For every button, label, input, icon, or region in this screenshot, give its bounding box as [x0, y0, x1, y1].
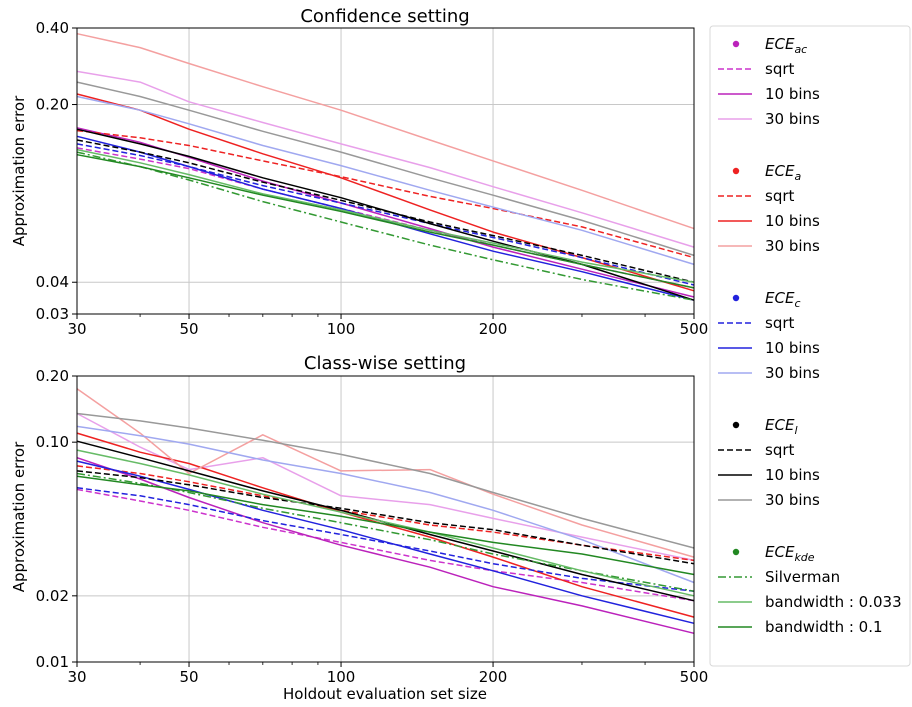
legend-item-label: sqrt: [765, 314, 795, 332]
series-line: [76, 153, 695, 289]
classwise-panel-ylabel: Approximation error: [10, 441, 28, 592]
x-tick-label: 200: [479, 320, 508, 338]
confidence-setting-panel: Confidence setting Approximation error 3…: [10, 6, 708, 338]
series-line: [76, 139, 695, 283]
x-tick-label: 50: [179, 668, 198, 686]
legend-item-label: Silverman: [765, 568, 840, 586]
series-line: [76, 135, 695, 301]
x-tick-label: 500: [680, 668, 709, 686]
y-tick-label: 0.40: [36, 19, 69, 37]
confidence-panel-title: Confidence setting: [300, 6, 469, 27]
x-tick-label: 200: [479, 668, 508, 686]
series-line: [76, 460, 695, 625]
legend-group-header: ECEc: [765, 289, 801, 310]
x-tick-label: 100: [327, 668, 356, 686]
axes-frame: [76, 27, 695, 315]
legend-item-label: 30 bins: [765, 491, 820, 509]
series-line: [76, 412, 695, 562]
series-line: [76, 148, 695, 283]
series-line: [76, 465, 695, 562]
y-tick-label: 0.02: [36, 587, 69, 605]
series-line: [76, 412, 695, 549]
legend-item-label: bandwidth : 0.033: [765, 593, 902, 611]
y-tick-label: 0.03: [36, 305, 69, 323]
series-line: [76, 425, 695, 584]
classwise-panel-title: Class-wise setting: [304, 353, 466, 374]
x-tick-label: 50: [179, 320, 198, 338]
x-tick-label: 500: [680, 320, 709, 338]
legend-item-label: 10 bins: [765, 339, 820, 357]
legend-frame: [709, 25, 911, 667]
legend-group-marker: [732, 421, 740, 429]
series-line: [76, 470, 695, 565]
plot-area: 30 50 100 200 500 0.01 0.02 0.10 0.20: [36, 367, 709, 686]
legend-group-marker: [732, 548, 740, 556]
legend-item-label: 10 bins: [765, 212, 820, 230]
y-tick-label: 0.01: [36, 653, 69, 671]
legend-group-header: ECEa: [765, 162, 801, 183]
series-line: [76, 32, 695, 230]
legend-item-label: 10 bins: [765, 85, 820, 103]
legend-group-marker: [732, 294, 740, 302]
legend-item-label: sqrt: [765, 187, 795, 205]
classwise-panel-xlabel: Holdout evaluation set size: [283, 685, 487, 703]
classwise-setting-panel: Class-wise setting Approximation error H…: [10, 353, 708, 703]
plot-background: [77, 376, 694, 662]
legend-item-label: 10 bins: [765, 466, 820, 484]
x-tick-label: 100: [327, 320, 356, 338]
legend-group-marker: [732, 167, 740, 175]
legend-item-label: 30 bins: [765, 237, 820, 255]
series-line: [76, 475, 695, 576]
legend-item-label: 30 bins: [765, 110, 820, 128]
legend-item-label: bandwidth : 0.1: [765, 618, 883, 636]
y-tick-label: 0.20: [36, 96, 69, 114]
series-lines: [76, 32, 695, 301]
y-tick-label: 0.04: [36, 273, 69, 291]
x-tick-label: 30: [67, 320, 86, 338]
series-line: [76, 70, 695, 248]
legend-item-label: 30 bins: [765, 364, 820, 382]
series-line: [76, 128, 695, 301]
legend-item-label: sqrt: [765, 441, 795, 459]
series-line: [76, 440, 695, 602]
series-lines: [76, 388, 695, 635]
series-line: [76, 95, 695, 266]
axes-frame: [76, 375, 695, 663]
series-line: [76, 449, 695, 597]
confidence-panel-ylabel: Approximation error: [10, 95, 28, 246]
x-tick-label: 30: [67, 668, 86, 686]
y-tick-label: 0.20: [36, 367, 69, 385]
legend-group-marker: [732, 40, 740, 48]
series-line: [76, 143, 695, 286]
legend-group-header: ECEl: [765, 416, 798, 437]
series-line: [76, 81, 695, 257]
series-line: [76, 388, 695, 558]
plot-area: 30 50 100 200 500 0.03 0.04 0.20 0.40: [36, 19, 709, 338]
y-tick-label: 0.10: [36, 433, 69, 451]
legend-item-label: sqrt: [765, 60, 795, 78]
series-line: [76, 456, 695, 635]
